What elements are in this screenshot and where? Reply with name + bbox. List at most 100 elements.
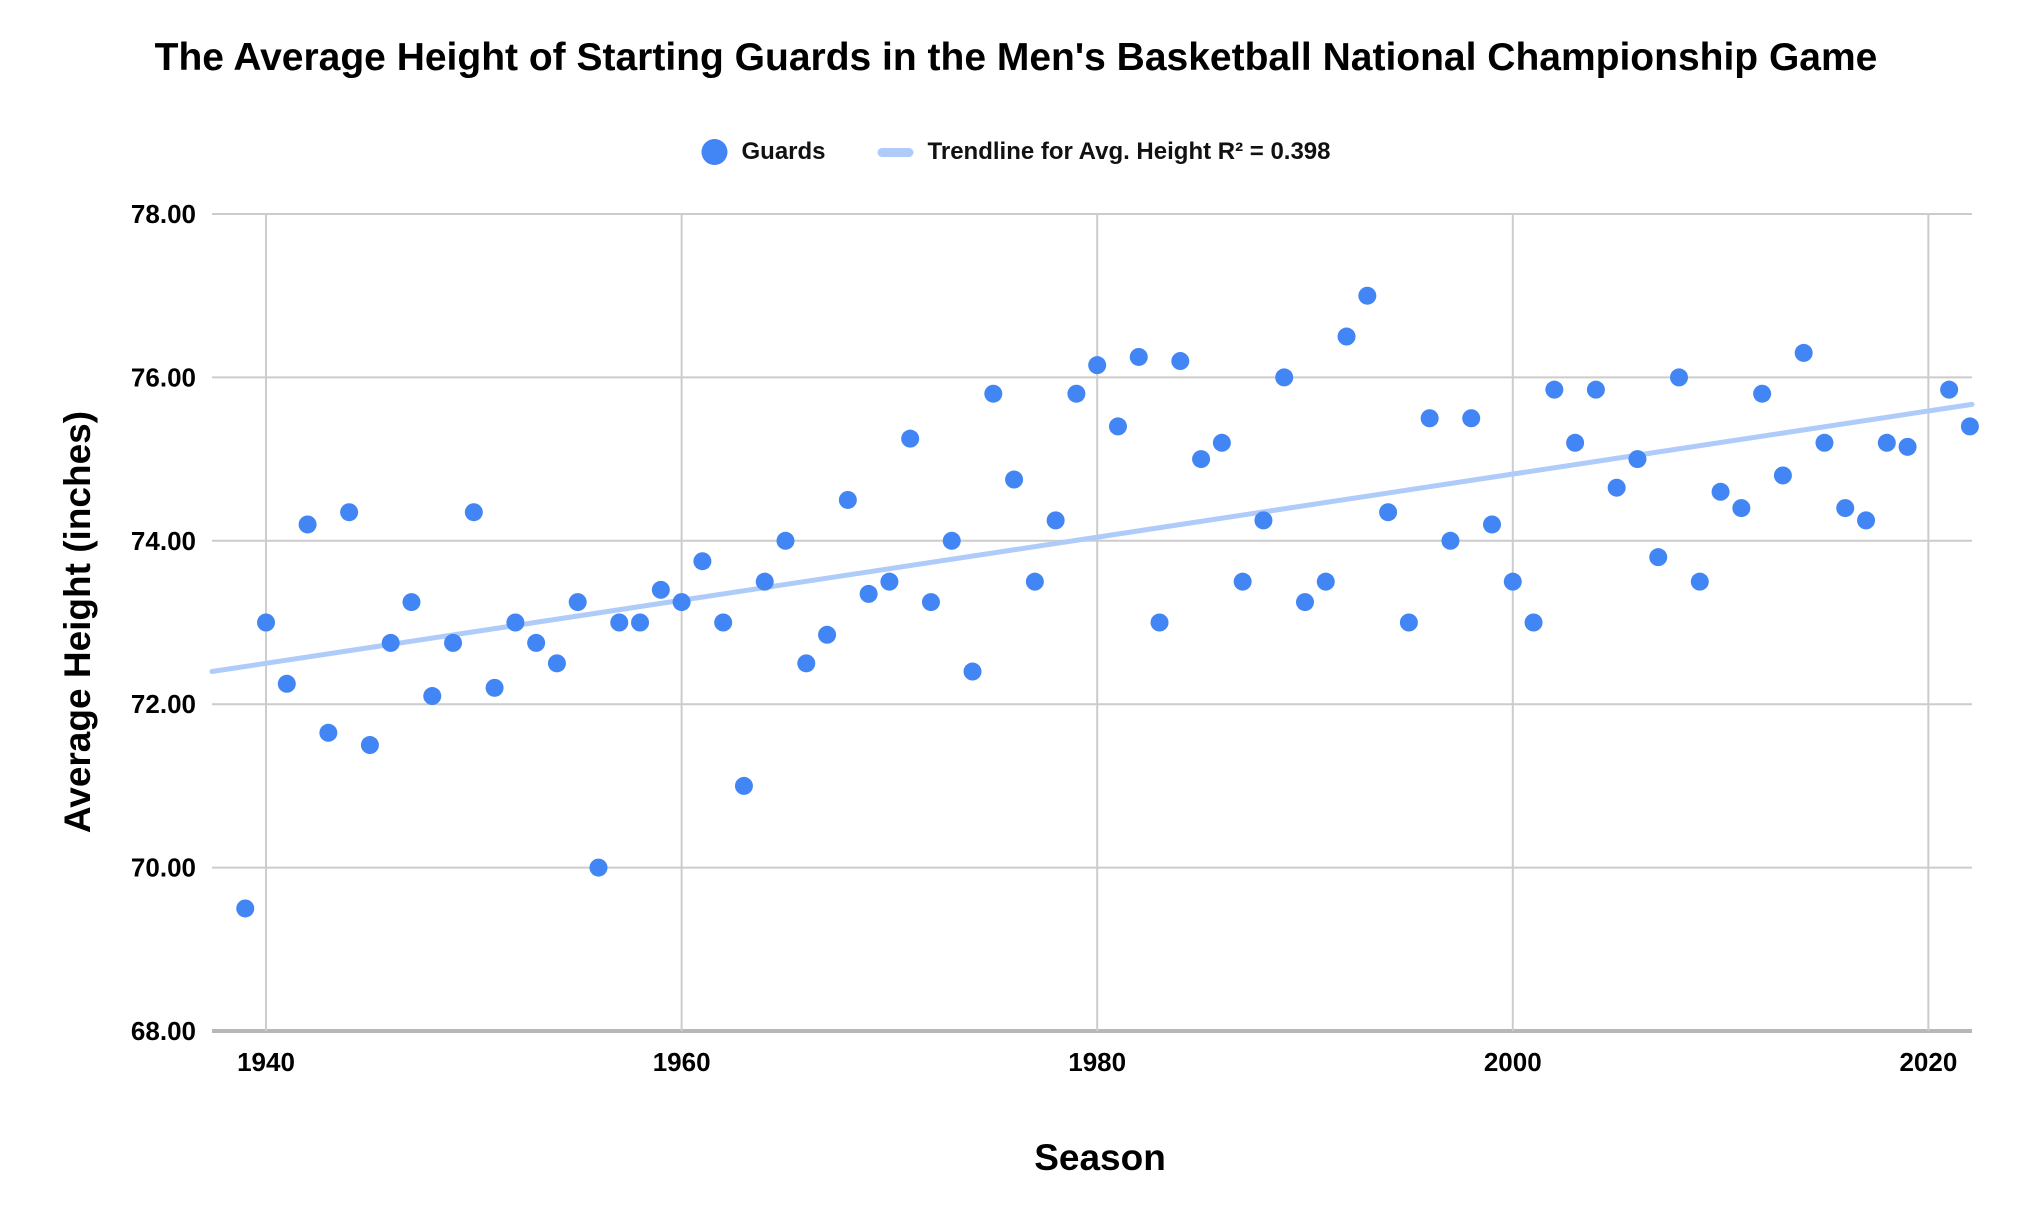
scatter-point — [1794, 343, 1813, 362]
scatter-point — [1649, 548, 1668, 567]
scatter-point — [485, 678, 504, 697]
scatter-point — [1358, 286, 1377, 305]
scatter-point — [1566, 433, 1585, 452]
y-tick-label: 70.00 — [131, 853, 196, 883]
scatter-point — [1399, 613, 1418, 632]
scatter-point — [1462, 409, 1481, 428]
scatter-point — [1586, 380, 1605, 399]
scatter-point — [901, 429, 920, 448]
scatter-point — [1129, 347, 1148, 366]
scatter-point — [1254, 511, 1273, 530]
scatter-point — [381, 633, 400, 652]
y-tick-label: 76.00 — [131, 362, 196, 392]
scatter-point — [1212, 433, 1231, 452]
scatter-point — [444, 633, 463, 652]
scatter-point — [1108, 417, 1127, 436]
legend: Guards Trendline for Avg. Height R² = 0.… — [701, 138, 1331, 166]
scatter-point — [1067, 384, 1086, 403]
scatter-point — [880, 572, 899, 591]
scatter-point — [1503, 572, 1522, 591]
scatter-point — [984, 384, 1003, 403]
scatter-point — [1150, 613, 1169, 632]
scatter-point — [340, 503, 359, 522]
y-tick-label: 78.00 — [131, 199, 196, 229]
chart-title: The Average Height of Starting Guards in… — [154, 36, 1878, 79]
scatter-point — [257, 613, 276, 632]
scatter-point — [1171, 352, 1190, 371]
x-tick-label: 2000 — [1484, 1047, 1542, 1077]
guards-legend-label: Guards — [741, 138, 826, 165]
y-tick-label: 74.00 — [131, 526, 196, 556]
scatter-point — [402, 593, 421, 612]
y-tick-label: 68.00 — [131, 1016, 196, 1046]
x-tick-label: 2020 — [1899, 1047, 1957, 1077]
scatter-point — [921, 593, 940, 612]
scatter-point — [1628, 450, 1647, 469]
scatter-point — [547, 654, 566, 673]
y-tick-label: 72.00 — [131, 689, 196, 719]
scatter-point — [1420, 409, 1439, 428]
scatter-point — [1005, 470, 1024, 489]
scatter-point — [838, 490, 857, 509]
scatter-point — [776, 531, 795, 550]
scatter-point — [651, 580, 670, 599]
scatter-point — [1524, 613, 1543, 632]
scatter-point — [1607, 478, 1626, 497]
scatter-point — [734, 776, 753, 795]
scatter-point — [277, 674, 296, 693]
scatter-point — [1088, 356, 1107, 375]
x-axis-title: Season — [1034, 1137, 1166, 1178]
scatter-point — [1670, 368, 1689, 387]
scatter-point — [1025, 572, 1044, 591]
scatter-point — [236, 899, 255, 918]
scatter-point — [1690, 572, 1709, 591]
scatter-point — [298, 515, 317, 534]
scatter-point — [963, 662, 982, 681]
x-tick-label: 1940 — [237, 1047, 295, 1077]
trendline — [209, 401, 1975, 675]
scatter-point — [755, 572, 774, 591]
scatter-point — [423, 687, 442, 706]
trendline-swatch-icon — [877, 147, 914, 157]
scatter-point — [360, 736, 379, 755]
scatter-point — [1836, 499, 1855, 518]
scatter-point — [1441, 531, 1460, 550]
scatter-point — [1815, 433, 1834, 452]
scatter-point — [589, 858, 608, 877]
scatter-point — [464, 503, 483, 522]
scatter-point — [672, 593, 691, 612]
scatter-point — [818, 625, 837, 644]
scatter-point — [714, 613, 733, 632]
scatter-point — [859, 584, 878, 603]
scatter-point — [1379, 503, 1398, 522]
scatter-point — [1732, 499, 1751, 518]
scatter-point — [1275, 368, 1294, 387]
legend-item-guards[interactable]: Guards — [701, 138, 826, 166]
scatter-point — [1960, 417, 1979, 436]
scatter-point — [1857, 511, 1876, 530]
guards-dot-icon — [701, 139, 728, 165]
scatter-point — [797, 654, 816, 673]
scatter-point — [942, 531, 961, 550]
scatter-point — [1711, 482, 1730, 501]
scatter-point — [527, 633, 546, 652]
scatter-point — [1898, 437, 1917, 456]
x-tick-label: 1960 — [653, 1047, 711, 1077]
scatter-point — [1316, 572, 1335, 591]
scatter-point — [1295, 593, 1314, 612]
scatter-point — [693, 552, 712, 571]
legend-item-trendline[interactable]: Trendline for Avg. Height R² = 0.398 — [877, 138, 1331, 166]
scatter-point — [1753, 384, 1772, 403]
scatter-point — [568, 593, 587, 612]
x-tick-label: 1980 — [1068, 1047, 1126, 1077]
trendline-legend-label: Trendline for Avg. Height R² = 0.398 — [927, 138, 1331, 165]
scatter-point — [1545, 380, 1564, 399]
scatter-point — [631, 613, 650, 632]
scatter-point — [1773, 466, 1792, 485]
scatter-point — [610, 613, 629, 632]
scatter-point — [1046, 511, 1065, 530]
scatter-point — [1337, 327, 1356, 346]
scatter-point — [1192, 450, 1211, 469]
scatter-point — [506, 613, 525, 632]
